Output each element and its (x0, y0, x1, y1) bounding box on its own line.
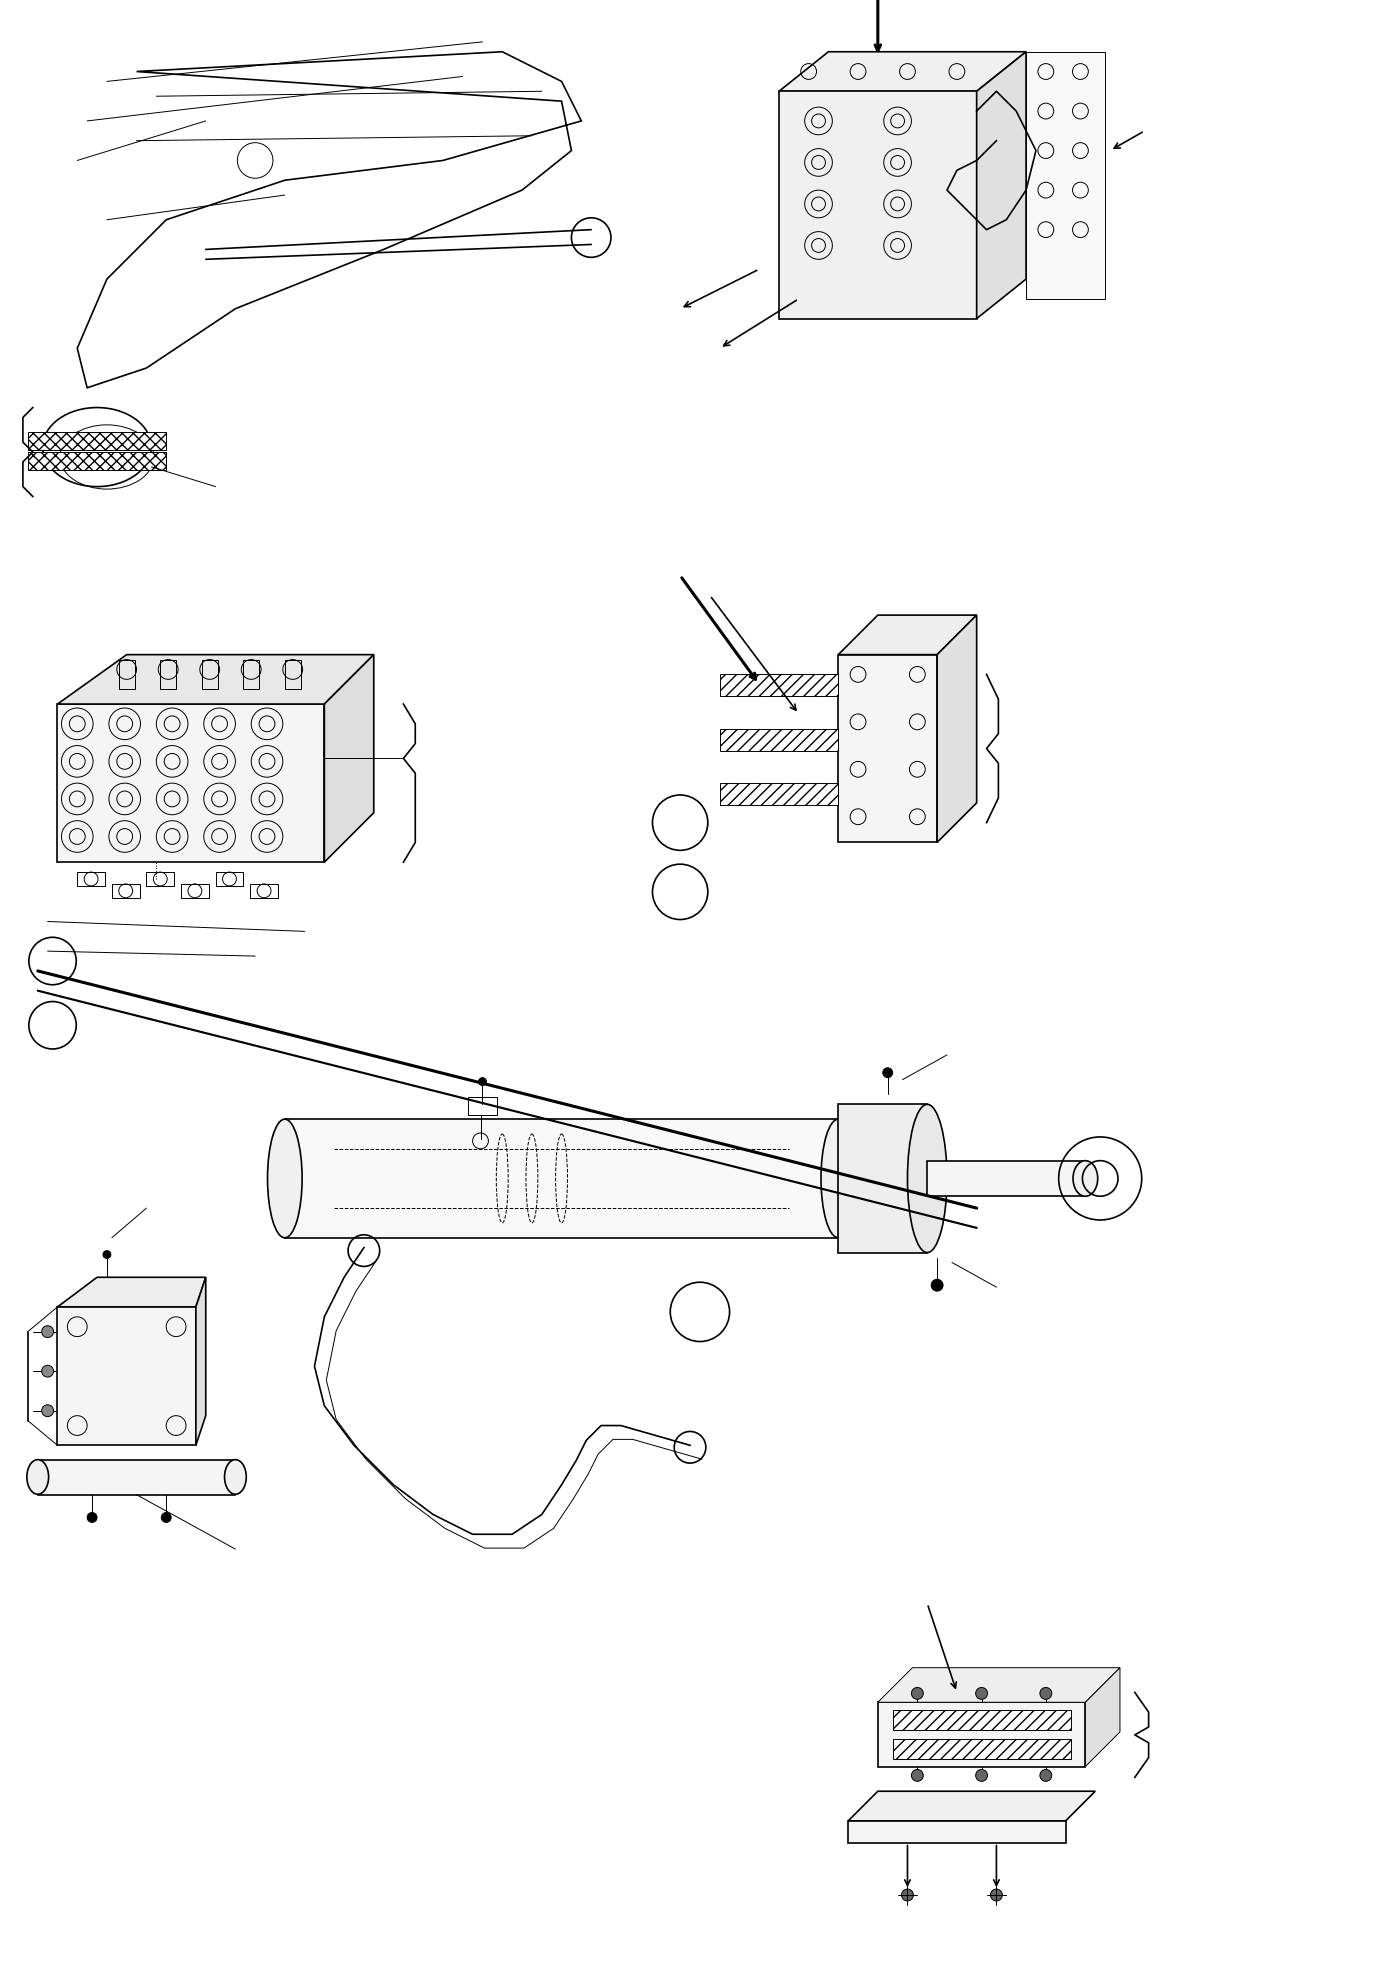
Polygon shape (779, 53, 1026, 93)
Circle shape (1040, 1687, 1052, 1699)
Bar (28, 453, 166, 471)
Bar (284, 1119, 839, 1238)
Circle shape (103, 1251, 111, 1259)
Bar (216, 873, 244, 887)
Bar (719, 784, 839, 806)
Ellipse shape (821, 1119, 855, 1238)
Polygon shape (937, 616, 977, 843)
Bar (182, 885, 209, 899)
Circle shape (976, 1687, 988, 1699)
Polygon shape (195, 1277, 205, 1445)
Bar (161, 659, 176, 689)
Bar (284, 659, 301, 689)
Ellipse shape (26, 1459, 49, 1495)
Circle shape (901, 1889, 913, 1901)
Circle shape (912, 1770, 923, 1782)
Bar (848, 1822, 1066, 1843)
Polygon shape (877, 1667, 1120, 1703)
Circle shape (42, 1327, 54, 1338)
Bar (147, 873, 175, 887)
Bar (893, 1738, 1070, 1758)
Ellipse shape (225, 1459, 247, 1495)
Bar (719, 675, 839, 697)
Polygon shape (324, 655, 374, 863)
Bar (839, 1105, 927, 1253)
Circle shape (976, 1770, 988, 1782)
Circle shape (42, 1366, 54, 1378)
Circle shape (991, 1889, 1002, 1901)
Polygon shape (1085, 1667, 1120, 1766)
Circle shape (478, 1077, 486, 1085)
Bar (244, 659, 259, 689)
Bar (37, 1461, 236, 1495)
Bar (28, 434, 166, 451)
Bar (112, 885, 140, 899)
Circle shape (87, 1513, 97, 1523)
Circle shape (161, 1513, 170, 1523)
Bar (877, 1703, 1085, 1766)
Ellipse shape (908, 1105, 947, 1253)
Circle shape (42, 1406, 54, 1418)
Polygon shape (1026, 53, 1105, 299)
Bar (779, 93, 977, 319)
Bar (57, 1307, 195, 1445)
Bar (719, 729, 839, 750)
Ellipse shape (1073, 1160, 1098, 1196)
Polygon shape (977, 53, 1026, 319)
Circle shape (912, 1687, 923, 1699)
Bar (202, 659, 218, 689)
Polygon shape (57, 1277, 205, 1307)
Polygon shape (839, 616, 977, 655)
Bar (839, 655, 937, 843)
Bar (467, 1097, 498, 1115)
Ellipse shape (267, 1119, 302, 1238)
Polygon shape (57, 655, 374, 705)
Circle shape (931, 1279, 942, 1291)
Circle shape (883, 1069, 893, 1077)
Bar (119, 659, 134, 689)
Circle shape (1040, 1770, 1052, 1782)
Bar (893, 1711, 1070, 1731)
Polygon shape (848, 1792, 1095, 1822)
Bar (927, 1160, 1085, 1196)
Bar (251, 885, 279, 899)
Bar (57, 705, 324, 863)
Bar (78, 873, 105, 887)
